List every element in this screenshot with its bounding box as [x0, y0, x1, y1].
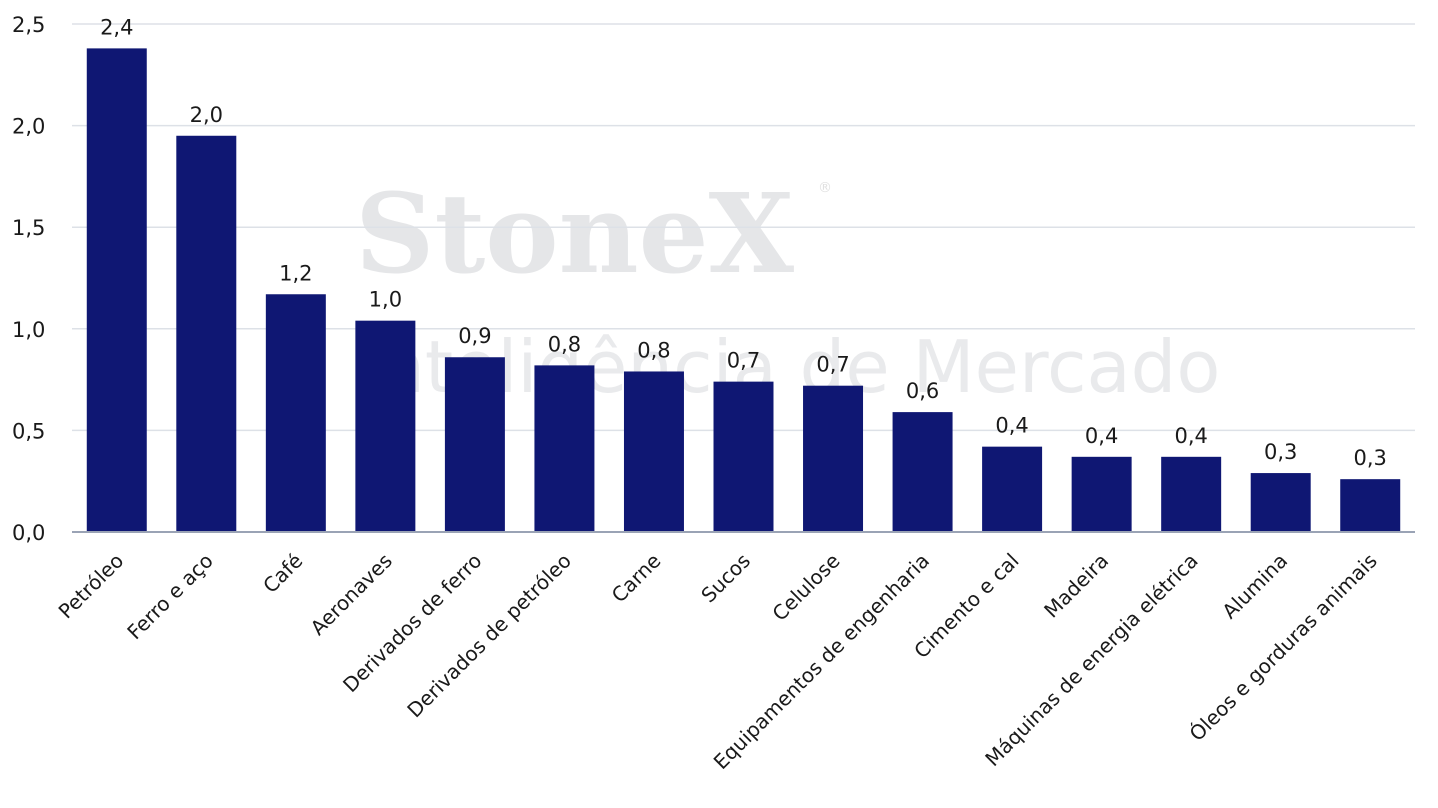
bar: [982, 446, 1043, 532]
x-tick-label: Alumina: [1217, 549, 1292, 624]
data-label: 0,8: [637, 338, 670, 362]
x-tick-label: Derivados de petróleo: [402, 549, 576, 723]
data-label: 2,4: [100, 15, 133, 39]
x-tick-label: Sucos: [696, 549, 755, 608]
x-tick-label: Café: [258, 549, 307, 598]
data-label: 0,8: [548, 332, 581, 356]
x-tick-label: Petróleo: [54, 549, 129, 624]
data-label: 0,4: [995, 414, 1028, 438]
bar: [176, 135, 237, 532]
bar: [355, 320, 416, 532]
data-label: 0,4: [1174, 424, 1207, 448]
bar: [534, 365, 595, 532]
watermark-brand: StoneX: [355, 169, 795, 298]
data-label: 0,6: [906, 379, 939, 403]
data-label: 0,3: [1354, 446, 1387, 470]
y-tick-label: 2,0: [12, 115, 45, 139]
x-tick-label: Aeronaves: [306, 549, 397, 640]
bar: [1161, 456, 1222, 532]
x-tick-label: Óleos e gorduras animais: [1185, 549, 1382, 746]
bars: [86, 48, 1401, 532]
data-labels: 2,4 2,0 1,2 1,0 0,9 0,8 0,8 0,7 0,7 0,6 0,4 0,4 0,4 0…: [100, 15, 1387, 470]
x-tick-label: Celulose: [767, 549, 844, 626]
data-label: 2,0: [190, 103, 223, 127]
bar: [803, 385, 864, 532]
watermark-registered-mark: ®: [818, 180, 832, 196]
y-tick-label: 0,0: [12, 521, 45, 545]
bar: [444, 357, 505, 532]
x-tick-label: Ferro e aço: [122, 549, 218, 645]
bar: [1250, 473, 1311, 532]
y-tick-label: 1,5: [12, 216, 45, 240]
data-label: 0,4: [1085, 424, 1118, 448]
data-label: 1,0: [369, 288, 402, 312]
bar: [1340, 479, 1401, 532]
data-label: 0,9: [458, 324, 491, 348]
data-label: 0,3: [1264, 440, 1297, 464]
y-tick-label: 0,5: [12, 419, 45, 443]
bar: [1071, 456, 1132, 532]
data-label: 1,2: [279, 261, 312, 285]
y-tick-label: 1,0: [12, 318, 45, 342]
bar: [623, 371, 684, 532]
data-label: 0,7: [727, 349, 760, 373]
bar: [265, 294, 326, 532]
y-axis: 0,0 0,5 1,0 1,5 2,0 2,5: [12, 13, 45, 545]
data-label: 0,7: [816, 353, 849, 377]
bar: [713, 381, 774, 532]
y-tick-label: 2,5: [12, 13, 45, 37]
x-tick-label: Madeira: [1039, 549, 1113, 623]
bar: [892, 412, 953, 532]
bar: [86, 48, 147, 532]
x-tick-label: Carne: [607, 549, 666, 608]
